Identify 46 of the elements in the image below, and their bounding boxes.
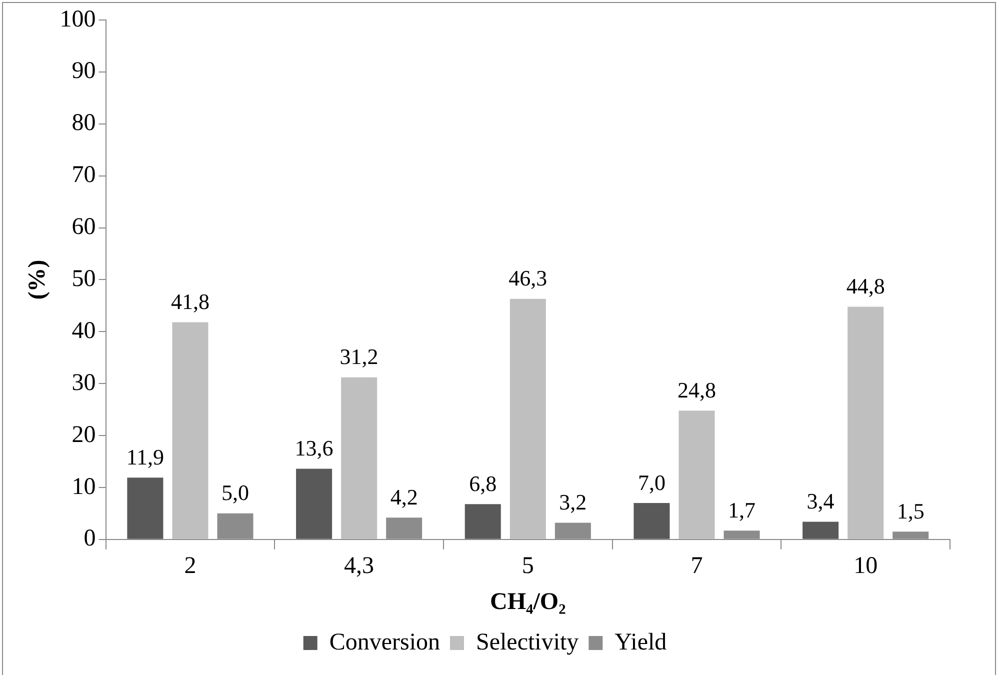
x-tick-label: 4,3 bbox=[344, 553, 374, 580]
x-tick-label: 5 bbox=[522, 553, 534, 580]
x-tick-label: 7 bbox=[690, 553, 703, 580]
bar bbox=[678, 410, 715, 539]
bar bbox=[127, 478, 164, 539]
y-tick-label: 80 bbox=[72, 110, 96, 136]
x-tick-label: 2 bbox=[184, 553, 196, 580]
y-tick-label: 20 bbox=[72, 422, 96, 448]
bar bbox=[464, 504, 501, 539]
data-label: 7,0 bbox=[638, 470, 666, 495]
bar bbox=[848, 306, 884, 539]
bar bbox=[634, 503, 670, 539]
data-label: 5,0 bbox=[221, 480, 249, 506]
y-tick-label: 90 bbox=[72, 58, 96, 84]
y-tick-label: 50 bbox=[72, 266, 96, 292]
legend-label: Selectivity bbox=[476, 629, 579, 656]
y-tick-label: 60 bbox=[72, 214, 96, 240]
y-tick-label: 70 bbox=[72, 162, 96, 188]
y-tick-label: 100 bbox=[60, 6, 96, 32]
legend-label: Yield bbox=[614, 629, 667, 656]
data-label: 46,3 bbox=[508, 266, 548, 291]
data-label: 4,2 bbox=[390, 484, 418, 510]
bar bbox=[172, 322, 208, 539]
bar bbox=[510, 298, 546, 539]
data-label: 1,5 bbox=[896, 498, 924, 524]
data-label: 1,7 bbox=[728, 497, 756, 522]
data-label: 13,6 bbox=[294, 436, 334, 461]
data-label: 31,2 bbox=[340, 344, 378, 370]
data-label: 3,2 bbox=[559, 490, 587, 515]
y-tick-label: 40 bbox=[72, 318, 96, 344]
bar bbox=[341, 377, 378, 539]
data-label: 44,8 bbox=[846, 273, 885, 298]
data-label: 41,8 bbox=[170, 289, 210, 314]
data-label: 3,4 bbox=[806, 488, 834, 514]
legend-label: Conversion bbox=[329, 629, 440, 656]
bar bbox=[296, 468, 332, 539]
y-tick-label: 0 bbox=[84, 526, 96, 552]
y-axis-title: (%) bbox=[24, 260, 51, 300]
bar bbox=[802, 522, 839, 539]
y-tick-label: 10 bbox=[72, 474, 96, 500]
x-axis-title: CH₄/O₂ bbox=[490, 588, 566, 615]
x-tick-label: 10 bbox=[854, 553, 878, 580]
data-label: 11,9 bbox=[126, 444, 164, 470]
data-label: 24,8 bbox=[677, 377, 716, 402]
data-label: 6,8 bbox=[469, 470, 497, 496]
y-tick-label: 30 bbox=[72, 370, 96, 396]
